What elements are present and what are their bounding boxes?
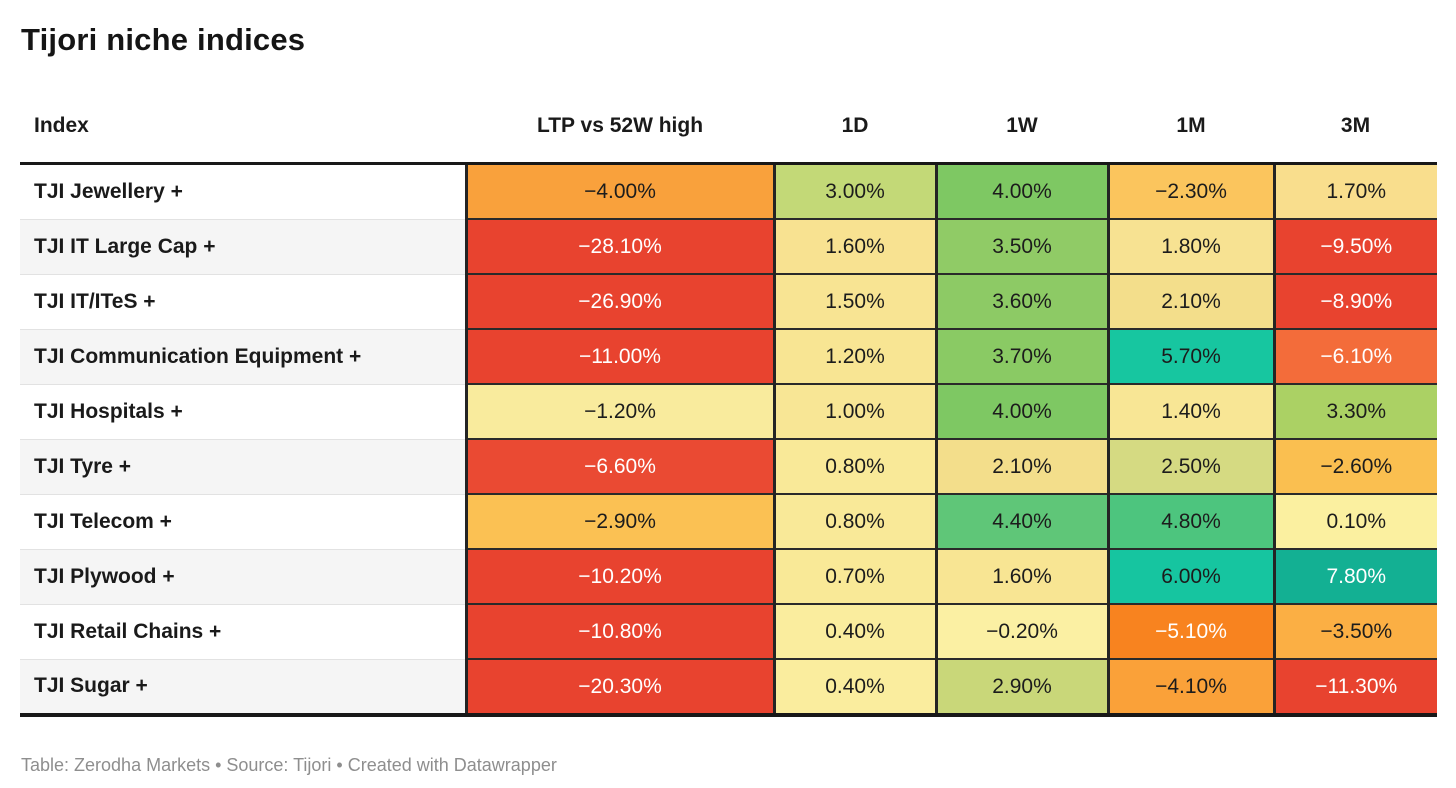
value-cell: −10.80% — [464, 603, 774, 659]
value-cell: 0.70% — [772, 548, 936, 604]
value-cell: 1.70% — [1272, 163, 1437, 219]
value-cell: 3.00% — [772, 163, 936, 219]
table-row: TJI Hospitals + −1.20% 1.00% 4.00% 1.40% 3.30… — [20, 383, 1437, 439]
value-cell: 1.60% — [934, 548, 1108, 604]
index-name-cell[interactable]: TJI Tyre + — [20, 438, 466, 494]
value-cell: 1.50% — [772, 273, 936, 329]
value-cell: 2.90% — [934, 658, 1108, 717]
value-cell: 1.80% — [1106, 218, 1274, 274]
column-header-ltp-vs-52w-high: LTP vs 52W high — [466, 114, 774, 165]
table-body: TJI Jewellery + −4.00% 3.00% 4.00% −2.30% 1.7… — [20, 163, 1437, 717]
table-row: TJI Telecom + −2.90% 0.80% 4.40% 4.80% 0.10% — [20, 493, 1437, 549]
value-cell: 2.10% — [1106, 273, 1274, 329]
value-cell: 0.10% — [1272, 493, 1437, 549]
index-name-cell[interactable]: TJI IT Large Cap + — [20, 218, 466, 274]
value-cell: 0.80% — [772, 493, 936, 549]
value-cell: 2.10% — [934, 438, 1108, 494]
page-title: Tijori niche indices — [21, 22, 306, 57]
value-cell: −11.00% — [464, 328, 774, 384]
value-cell: 4.00% — [934, 383, 1108, 439]
value-cell: −11.30% — [1272, 658, 1437, 717]
column-header-index: Index — [20, 114, 466, 165]
column-header-1w: 1W — [936, 114, 1108, 165]
table-row: TJI Sugar + −20.30% 0.40% 2.90% −4.10% −11.30… — [20, 658, 1437, 717]
value-cell: 5.70% — [1106, 328, 1274, 384]
value-cell: 1.20% — [772, 328, 936, 384]
table-row: TJI Jewellery + −4.00% 3.00% 4.00% −2.30% 1.7… — [20, 163, 1437, 219]
column-header-3m: 3M — [1274, 114, 1437, 165]
index-name-cell[interactable]: TJI Retail Chains + — [20, 603, 466, 659]
table-row: TJI Plywood + −10.20% 0.70% 1.60% 6.00% 7.80% — [20, 548, 1437, 604]
header-row: Index LTP vs 52W high 1D 1W 1M 3M — [20, 114, 1437, 165]
value-cell: −1.20% — [464, 383, 774, 439]
value-cell: −10.20% — [464, 548, 774, 604]
index-name-cell[interactable]: TJI Sugar + — [20, 658, 466, 717]
value-cell: 0.40% — [772, 658, 936, 717]
table-row: TJI Retail Chains + −10.80% 0.40% −0.20% −5.… — [20, 603, 1437, 659]
index-name-cell[interactable]: TJI Telecom + — [20, 493, 466, 549]
value-cell: 4.00% — [934, 163, 1108, 219]
value-cell: −26.90% — [464, 273, 774, 329]
value-cell: 3.70% — [934, 328, 1108, 384]
table-row: TJI IT Large Cap + −28.10% 1.60% 3.50% 1.80%… — [20, 218, 1437, 274]
value-cell: 3.60% — [934, 273, 1108, 329]
value-cell: 1.60% — [772, 218, 936, 274]
value-cell: −2.30% — [1106, 163, 1274, 219]
value-cell: 6.00% — [1106, 548, 1274, 604]
table-header: Index LTP vs 52W high 1D 1W 1M 3M — [20, 114, 1437, 165]
value-cell: 1.00% — [772, 383, 936, 439]
index-name-cell[interactable]: TJI Hospitals + — [20, 383, 466, 439]
value-cell: −6.10% — [1272, 328, 1437, 384]
value-cell: 4.40% — [934, 493, 1108, 549]
index-name-cell[interactable]: TJI Communication Equipment + — [20, 328, 466, 384]
indices-table: Index LTP vs 52W high 1D 1W 1M 3M TJI Je… — [20, 114, 1437, 717]
value-cell: 4.80% — [1106, 493, 1274, 549]
value-cell: 7.80% — [1272, 548, 1437, 604]
column-header-1m: 1M — [1108, 114, 1274, 165]
table-row: TJI Tyre + −6.60% 0.80% 2.10% 2.50% −2.60% — [20, 438, 1437, 494]
value-cell: 3.30% — [1272, 383, 1437, 439]
value-cell: −2.60% — [1272, 438, 1437, 494]
table-row: TJI Communication Equipment + −11.00% 1.20… — [20, 328, 1437, 384]
table-row: TJI IT/ITeS + −26.90% 1.50% 3.60% 2.10% −8.90… — [20, 273, 1437, 329]
index-name-cell[interactable]: TJI Jewellery + — [20, 163, 466, 219]
value-cell: −20.30% — [464, 658, 774, 717]
value-cell: −3.50% — [1272, 603, 1437, 659]
index-name-cell[interactable]: TJI Plywood + — [20, 548, 466, 604]
value-cell: −4.00% — [464, 163, 774, 219]
value-cell: 0.40% — [772, 603, 936, 659]
column-header-1d: 1D — [774, 114, 936, 165]
value-cell: −2.90% — [464, 493, 774, 549]
value-cell: −8.90% — [1272, 273, 1437, 329]
value-cell: 2.50% — [1106, 438, 1274, 494]
value-cell: −28.10% — [464, 218, 774, 274]
value-cell: −5.10% — [1106, 603, 1274, 659]
index-name-cell[interactable]: TJI IT/ITeS + — [20, 273, 466, 329]
value-cell: −6.60% — [464, 438, 774, 494]
value-cell: −0.20% — [934, 603, 1108, 659]
value-cell: −9.50% — [1272, 218, 1437, 274]
value-cell: −4.10% — [1106, 658, 1274, 717]
value-cell: 1.40% — [1106, 383, 1274, 439]
value-cell: 3.50% — [934, 218, 1108, 274]
value-cell: 0.80% — [772, 438, 936, 494]
